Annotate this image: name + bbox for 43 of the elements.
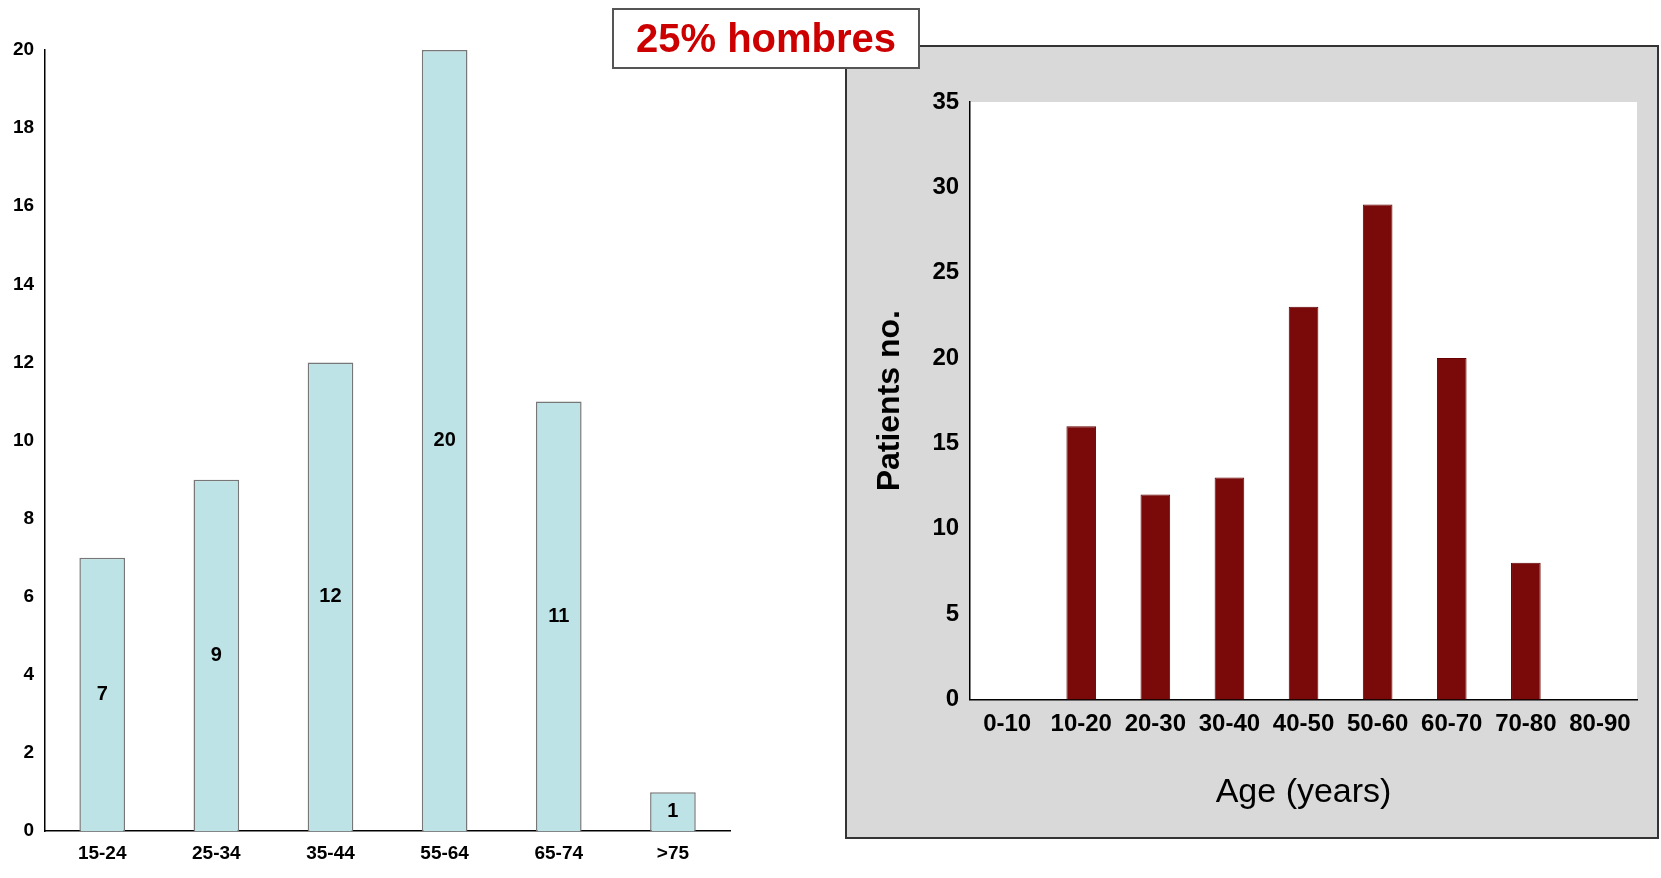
x-tick-label: 30-40 <box>1198 709 1261 737</box>
y-tick-label: 6 <box>23 585 35 607</box>
x-tick-label: 0-10 <box>983 709 1032 737</box>
y-tick-label: 10 <box>12 428 35 450</box>
y-tick-label: 30 <box>932 171 960 199</box>
y-tick-label: 20 <box>932 342 960 370</box>
x-tick-label: 65-74 <box>534 841 584 863</box>
x-tick-label: 60-70 <box>1421 709 1483 737</box>
y-tick-label: 5 <box>945 598 960 626</box>
x-tick-label: 40-50 <box>1272 709 1335 737</box>
x-tick-label: 70-80 <box>1495 709 1557 737</box>
x-tick-label: 50-60 <box>1346 709 1409 737</box>
x-axis-title: Age (years) <box>1215 770 1392 809</box>
x-tick-label: 20-30 <box>1124 709 1187 737</box>
y-tick-label: 12 <box>12 350 35 372</box>
y-tick-label: 8 <box>23 506 35 528</box>
x-tick-label: 55-64 <box>420 841 470 863</box>
data-label: 7 <box>96 682 108 705</box>
y-tick-label: 20 <box>12 38 35 60</box>
chart-title: 25% hombres <box>612 8 921 69</box>
y-tick-label: 14 <box>12 272 35 294</box>
y-axis-title: Patients no. <box>870 310 907 492</box>
y-tick-label: 2 <box>23 741 35 763</box>
y-tick-label: 25 <box>932 257 960 285</box>
y-tick-label: 16 <box>12 194 35 216</box>
x-tick-label: 15-24 <box>77 841 127 863</box>
x-tick-label: 80-90 <box>1569 709 1631 737</box>
x-tick-label: >75 <box>656 841 690 863</box>
y-tick-label: 0 <box>945 684 960 712</box>
x-tick-label: 10-20 <box>1050 709 1112 737</box>
data-label: 9 <box>210 642 222 665</box>
y-tick-label: 0 <box>23 819 35 841</box>
x-tick-label: 25-34 <box>192 841 242 863</box>
y-tick-label: 18 <box>12 116 35 138</box>
x-tick-label: 35-44 <box>306 841 356 863</box>
data-label: 20 <box>433 428 456 451</box>
data-label: 1 <box>667 799 679 822</box>
data-label: 12 <box>319 584 342 607</box>
data-label: 11 <box>548 603 570 626</box>
y-tick-label: 35 <box>932 86 960 114</box>
y-tick-label: 10 <box>932 513 960 541</box>
y-tick-label: 4 <box>23 663 35 685</box>
y-tick-label: 15 <box>932 428 960 455</box>
